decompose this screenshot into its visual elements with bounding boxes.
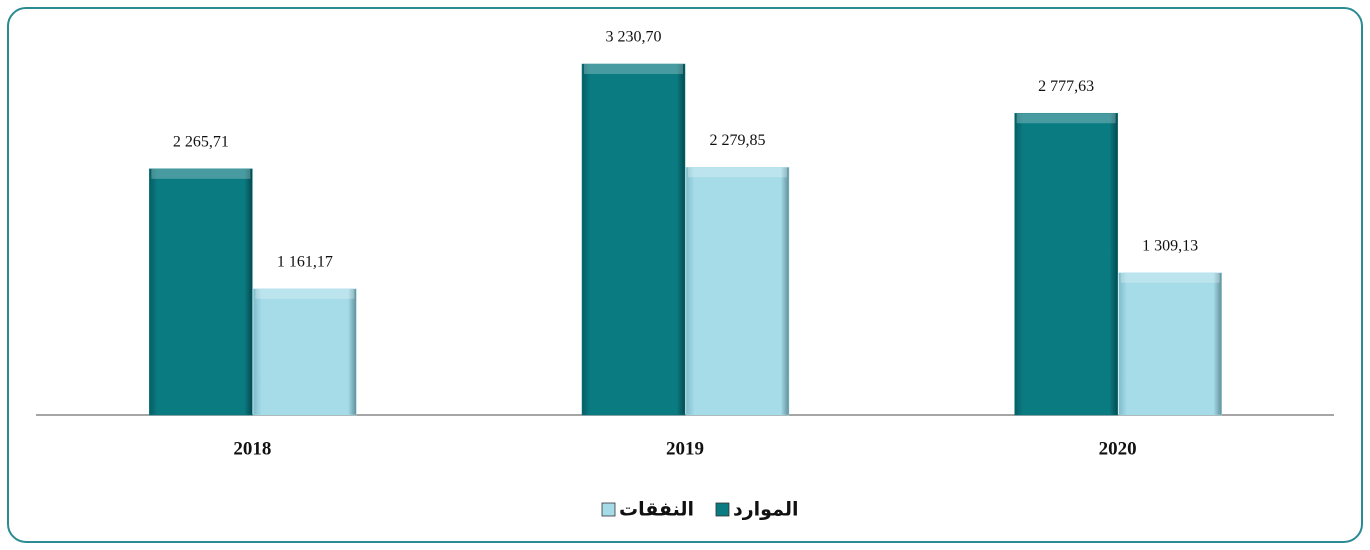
value-label: 2 777,63 (1038, 78, 1094, 95)
value-label: 3 230,70 (606, 29, 662, 46)
bar-bevel (1120, 272, 1220, 283)
bar (253, 288, 357, 416)
bar-bevel (255, 288, 355, 299)
legend-label: النفقات (619, 499, 694, 521)
legend-swatch (601, 502, 616, 517)
bar (685, 167, 790, 416)
legend-swatch (715, 502, 730, 517)
bar-bevel (1016, 113, 1116, 124)
bar-bevel (688, 167, 787, 178)
bar (1014, 112, 1118, 416)
value-label: 1 161,17 (277, 254, 333, 271)
bar-bevel (584, 64, 683, 74)
x-tick-label: 2018 (233, 438, 271, 459)
x-tick-label: 2019 (666, 438, 704, 459)
value-label: 2 279,85 (710, 132, 766, 149)
bar (1118, 272, 1222, 416)
bar (149, 168, 253, 416)
value-label: 2 265,71 (173, 134, 229, 151)
value-label: 1 309,13 (1142, 237, 1198, 254)
x-tick-label: 2020 (1099, 438, 1137, 459)
bar (581, 63, 686, 416)
legend-label: الموارد (733, 499, 799, 521)
bar-bevel (151, 168, 251, 179)
